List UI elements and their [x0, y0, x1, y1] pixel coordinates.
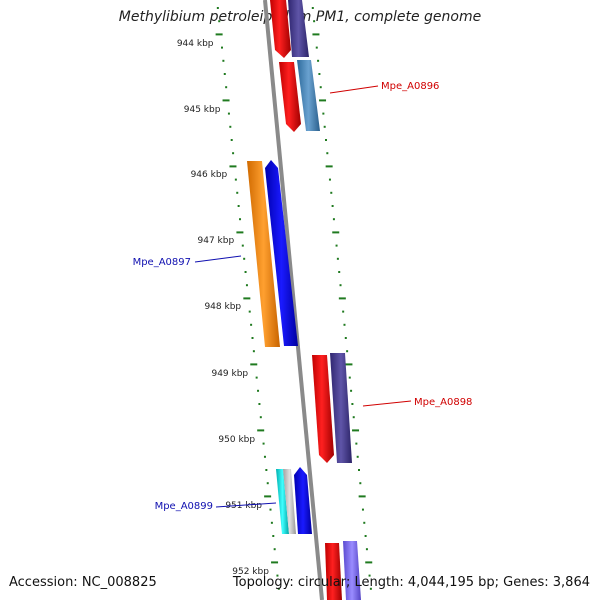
scale-tick-label: 949 kbp [211, 369, 248, 379]
gene-arrow[interactable] [312, 355, 334, 463]
accession-text: Accession: NC_008825 [9, 575, 157, 590]
scale-tick-label: 945 kbp [184, 105, 221, 115]
gene-arrow[interactable] [279, 62, 301, 132]
right-tick-track [311, 7, 373, 590]
scale-tick-label: 952 kbp [232, 567, 269, 577]
callout-line [215, 502, 277, 508]
scale-tick-label: 950 kbp [218, 435, 255, 445]
gene-arrow[interactable] [294, 467, 312, 534]
gene-arrow[interactable] [330, 353, 352, 463]
scale-labels: 944 kbp 945 kbp 946 kbp 947 kbp 948 kbp 949 k… [177, 39, 269, 577]
gene-arrow[interactable] [325, 543, 342, 600]
gene-label[interactable]: Mpe_A0899 [155, 501, 213, 512]
gene-arrow[interactable] [270, 0, 291, 58]
gene-arrow[interactable] [276, 469, 289, 534]
gene-arrow[interactable] [247, 161, 280, 347]
scale-tick-label: 946 kbp [191, 170, 228, 180]
scale-tick-label: 948 kbp [204, 302, 241, 312]
gene-arrow[interactable] [297, 60, 320, 131]
gene-arrow[interactable] [265, 160, 298, 346]
genome-summary: Topology: circular; Length: 4,044,195 bp… [232, 575, 590, 590]
gene-track [247, 0, 361, 600]
gene-callouts: Mpe_A0896 Mpe_A0897 Mpe_A0898 Mpe_A0899 [133, 81, 473, 512]
scale-tick-label: 944 kbp [177, 39, 214, 49]
callout-line [194, 255, 242, 263]
callout-line [362, 400, 412, 407]
scale-tick-label: 951 kbp [225, 501, 262, 511]
gene-label[interactable]: Mpe_A0897 [133, 257, 191, 268]
gene-arrow[interactable] [283, 469, 296, 534]
gene-arrow[interactable] [288, 0, 309, 57]
left-tick-track [215, 7, 280, 590]
callout-line [329, 85, 379, 94]
gene-arrow[interactable] [343, 541, 361, 600]
gene-label[interactable]: Mpe_A0896 [381, 81, 439, 92]
scale-tick-label: 947 kbp [198, 236, 235, 246]
genome-backbone [263, 0, 324, 600]
gene-label[interactable]: Mpe_A0898 [414, 397, 472, 408]
